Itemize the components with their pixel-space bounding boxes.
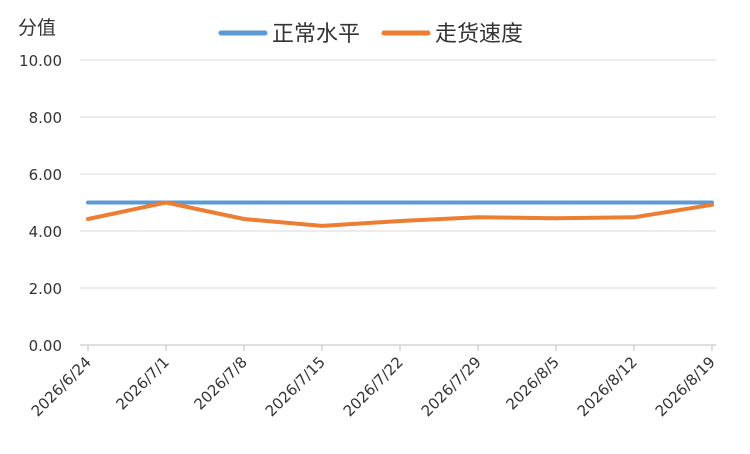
y-tick-label: 4.00 <box>29 223 62 241</box>
x-tick-label: 2026/7/22 <box>340 353 407 420</box>
y-axis: 0.00 2.00 4.00 6.00 8.00 10.00 <box>19 52 62 355</box>
y-tick-label: 2.00 <box>29 280 62 298</box>
x-tick-label: 2026/7/1 <box>112 353 172 413</box>
legend: 正常水平 走货速度 <box>218 22 523 47</box>
y-tick-label: 0.00 <box>29 337 62 355</box>
x-tick-label: 2026/6/24 <box>28 353 95 420</box>
gridlines <box>80 59 716 289</box>
x-tick-label: 2026/8/12 <box>574 353 641 420</box>
y-tick-label: 6.00 <box>29 166 62 184</box>
y-tick-label: 10.00 <box>19 52 62 70</box>
x-tick-label: 2026/8/5 <box>502 353 562 413</box>
legend-label: 正常水平 <box>272 22 360 47</box>
series-line-2 <box>86 200 714 228</box>
x-tick-label: 2026/7/8 <box>190 353 250 413</box>
y-tick-label: 8.00 <box>29 109 62 127</box>
series-layer <box>86 200 714 228</box>
x-tick-label: 2026/8/19 <box>652 353 719 420</box>
y-axis-title: 分值 <box>18 17 56 39</box>
x-tick-label: 2026/7/29 <box>418 353 485 420</box>
x-tick-label: 2026/7/15 <box>262 353 329 420</box>
legend-label: 走货速度 <box>435 22 523 47</box>
x-axis: 2026/6/24 2026/7/1 2026/7/8 2026/7/15 2026/7… <box>28 344 719 420</box>
